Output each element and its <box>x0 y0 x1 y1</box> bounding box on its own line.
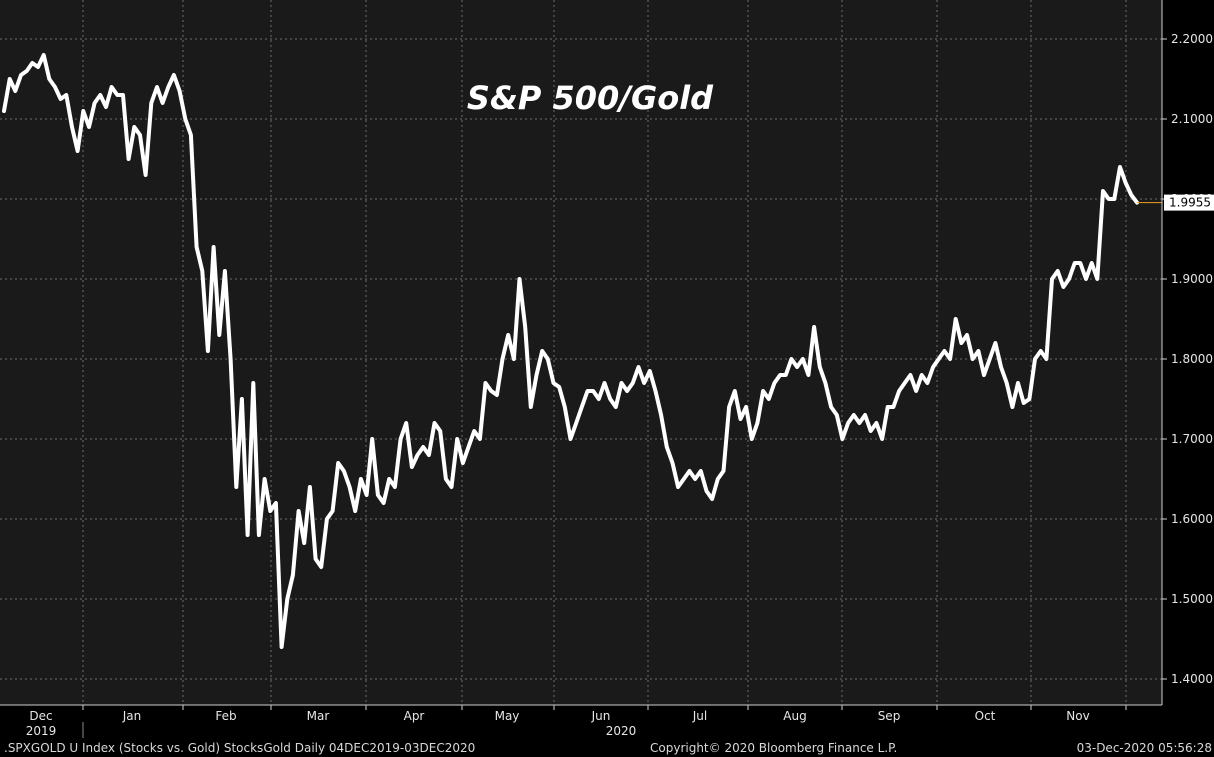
axis-panel <box>1162 0 1214 740</box>
x-year-label: 2019 <box>26 724 57 738</box>
x-month-label: Nov <box>1066 709 1089 723</box>
x-month-label: Jul <box>692 709 707 723</box>
x-month-label: Dec <box>29 709 52 723</box>
x-year-label: 2020 <box>606 724 637 738</box>
gridlines <box>0 0 1162 705</box>
x-month-label: May <box>495 709 520 723</box>
x-month-label: Mar <box>307 709 330 723</box>
y-tick-label: 2.1000 <box>1171 112 1213 126</box>
chart-title: S&P 500/Gold <box>467 79 714 117</box>
footer-timestamp: 03-Dec-2020 05:56:28 <box>1076 741 1212 755</box>
x-axis: Dec Jan Feb Mar Apr May Jun Jul Aug Sep Oct Nov 2019… <box>0 704 1162 738</box>
y-tick-label: 1.7000 <box>1171 432 1213 446</box>
y-tick-label: 1.8000 <box>1171 352 1213 366</box>
x-month-label: Oct <box>975 709 996 723</box>
x-month-label: Apr <box>404 709 425 723</box>
series-line <box>2 53 1139 649</box>
x-month-label: Sep <box>878 709 901 723</box>
x-month-label: Feb <box>215 709 236 723</box>
x-month-label: Jan <box>122 709 142 723</box>
last-value-label: 1.9955 <box>1169 196 1211 210</box>
footer-bar: .SPXGOLD U Index (Stocks vs. Gold) Stock… <box>0 740 1214 757</box>
plot-background <box>0 0 1162 705</box>
series-layer <box>2 53 1162 649</box>
last-value-box <box>1164 194 1214 211</box>
footer-copyright: Copyright© 2020 Bloomberg Finance L.P. <box>650 741 898 755</box>
y-tick-label: 1.5000 <box>1171 592 1213 606</box>
x-month-label: Jun <box>591 709 611 723</box>
x-month-label: Aug <box>783 709 806 723</box>
footer-security-info: .SPXGOLD U Index (Stocks vs. Gold) Stock… <box>4 741 476 755</box>
y-tick-label: 1.6000 <box>1171 512 1213 526</box>
y-tick-label: 1.9000 <box>1171 272 1213 286</box>
y-tick-label: 1.4000 <box>1171 672 1213 686</box>
y-tick-label: 2.2000 <box>1171 32 1213 46</box>
y-axis: 1.40001.50001.60001.70001.80001.90002.00… <box>1161 0 1214 705</box>
x-axis-panel <box>0 705 1214 740</box>
